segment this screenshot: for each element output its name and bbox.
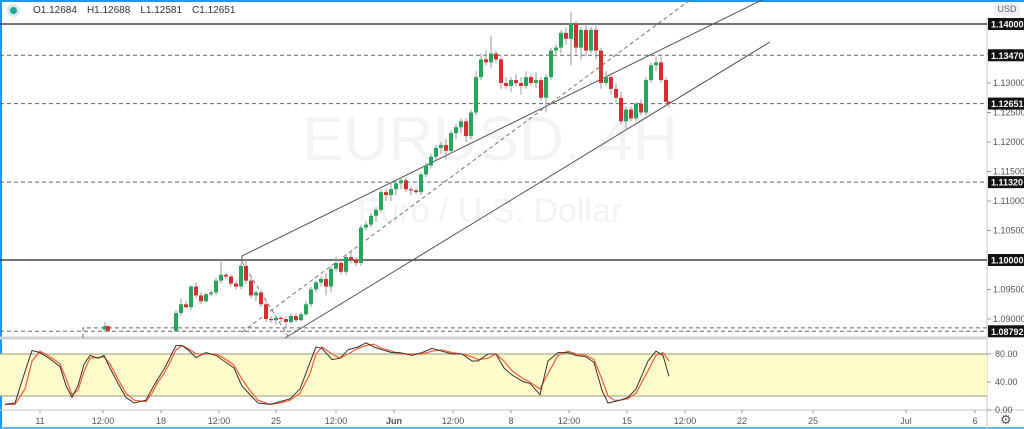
time-tick: 12:00	[674, 416, 697, 426]
svg-text:1.08792: 1.08792	[991, 327, 1024, 337]
currency-button[interactable]: USD	[994, 3, 1020, 16]
svg-text:1.12651: 1.12651	[991, 99, 1024, 109]
time-tick: Jul	[900, 416, 912, 426]
time-tick: 12:00	[558, 416, 581, 426]
candles[interactable]	[103, 12, 671, 332]
watermark-description: Euro / U.S. Dollar	[358, 192, 623, 230]
price-label-1.12651	[988, 97, 1024, 110]
time-tick: 11	[35, 416, 44, 426]
price-tick: 1.13000	[993, 78, 1024, 88]
time-tick: 8	[508, 416, 513, 426]
channel-lower-line[interactable]	[284, 41, 771, 339]
svg-text:1.13470: 1.13470	[991, 51, 1024, 61]
support-box[interactable]	[82, 327, 987, 338]
legend-close: C1.12651	[192, 5, 236, 16]
price-tick: 1.10500	[993, 226, 1024, 236]
price-label-1.14000	[988, 18, 1024, 30]
time-tick: 12:00	[208, 416, 231, 426]
channel-upper-line[interactable]	[241, 0, 770, 257]
price-label-1.08792	[988, 325, 1024, 338]
time-tick: Jun	[386, 416, 402, 426]
time-tick: 12:00	[442, 416, 465, 426]
time-tick: 25	[808, 416, 818, 426]
legend-open: O1.12684	[33, 5, 77, 16]
stoch-tick: 80.00	[995, 349, 1018, 359]
svg-text:1.10000: 1.10000	[991, 256, 1024, 266]
legend-high: H1.12688	[86, 5, 131, 16]
stoch-band	[0, 354, 987, 396]
svg-text:1.14000: 1.14000	[991, 20, 1024, 30]
time-tick: 18	[156, 416, 166, 426]
price-label-1.11320	[988, 176, 1024, 189]
price-label-1.10000	[988, 254, 1024, 266]
price-tick: 1.11500	[993, 167, 1024, 177]
stoch-k-line	[4, 342, 670, 405]
stoch-tick: 40.00	[995, 377, 1018, 387]
svg-text:1.11320: 1.11320	[991, 178, 1023, 188]
time-tick: 12:00	[92, 416, 115, 426]
time-tick: 22	[737, 416, 747, 426]
price-tick: 1.12000	[993, 137, 1024, 147]
ohlc-legend: O1.12684 H1.12688 L1.12581 C1.12651	[10, 5, 239, 16]
market-status-icon	[10, 7, 17, 14]
time-tick: 12:00	[325, 416, 348, 426]
settings-gear-icon[interactable]: ⚙	[1000, 412, 1012, 427]
stoch-tick: 0.00	[995, 405, 1013, 415]
time-tick: 25	[271, 416, 281, 426]
time-tick: 15	[622, 416, 632, 426]
watermark-symbol: EURUSD, 4H	[302, 105, 678, 174]
price-label-1.13470	[988, 49, 1024, 62]
price-tick: 1.09500	[993, 285, 1024, 295]
time-tick: 6	[972, 416, 977, 426]
price-tick: 1.12500	[993, 108, 1024, 118]
channel-middle-line[interactable]	[241, 0, 691, 333]
price-tick: 1.09000	[993, 314, 1024, 324]
price-tick: 1.11000	[993, 196, 1024, 206]
channel-pullback-line	[241, 261, 289, 337]
legend-low: L1.12581	[140, 5, 183, 16]
